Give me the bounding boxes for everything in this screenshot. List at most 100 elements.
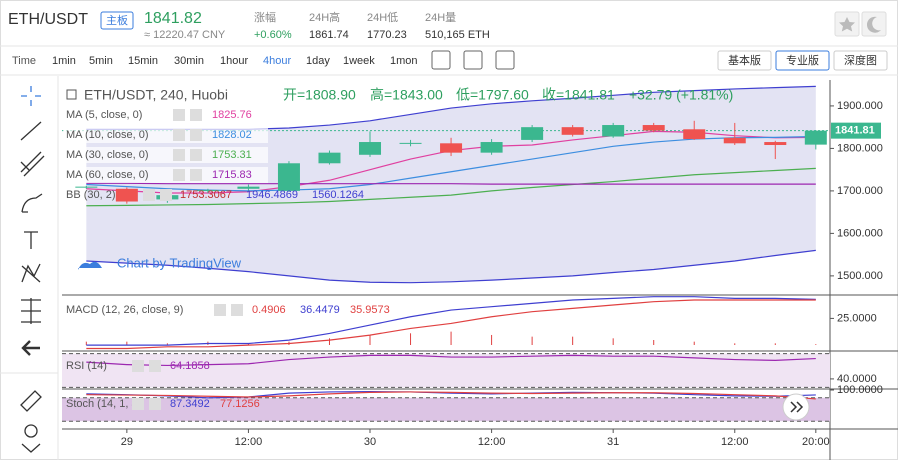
interval[interactable]: 1week bbox=[343, 55, 375, 67]
close-icon[interactable] bbox=[190, 169, 202, 181]
text-tool[interactable] bbox=[24, 231, 38, 249]
candle-body bbox=[602, 125, 625, 137]
indicator-pane bbox=[62, 390, 830, 422]
stat-label: 24H量 bbox=[425, 11, 456, 24]
interval[interactable]: 30min bbox=[174, 55, 204, 67]
collapse-tool[interactable] bbox=[21, 443, 41, 453]
view-button[interactable] bbox=[833, 50, 888, 71]
settings-icon[interactable] bbox=[173, 109, 185, 121]
ma-value: 1825.76 bbox=[212, 109, 252, 121]
ohlc-stat: +32.79 (+1.81%) bbox=[629, 87, 733, 103]
scroll-icon bbox=[790, 401, 804, 413]
ma-value: 1715.83 bbox=[212, 169, 252, 181]
chart-title: ETH/USDT, 240, Huobi bbox=[84, 87, 228, 103]
interval: Time bbox=[12, 55, 36, 67]
stat-value: 1861.74 bbox=[309, 29, 349, 41]
settings-icon[interactable] bbox=[143, 189, 155, 201]
indicator-line bbox=[86, 299, 816, 350]
zoom-tool[interactable] bbox=[24, 424, 38, 438]
interval[interactable]: 1mon bbox=[390, 55, 418, 67]
moon-icon bbox=[866, 16, 881, 33]
toolbar-icon[interactable] bbox=[463, 50, 483, 70]
indicator-value: 36.4479 bbox=[300, 304, 340, 316]
legend-toggle[interactable] bbox=[66, 89, 77, 100]
fib-tool[interactable] bbox=[20, 151, 45, 177]
candle-body bbox=[642, 125, 665, 131]
legend-bg bbox=[63, 167, 268, 183]
close-icon[interactable] bbox=[149, 398, 161, 410]
close-icon[interactable] bbox=[190, 149, 202, 161]
watermark[interactable]: Chart by TradingView bbox=[117, 255, 242, 270]
stat-value: 1770.23 bbox=[367, 29, 407, 41]
settings-icon[interactable] bbox=[214, 304, 226, 316]
level-fill bbox=[62, 353, 830, 388]
settings-icon[interactable] bbox=[173, 149, 185, 161]
toolbar-icon[interactable] bbox=[431, 50, 451, 70]
indicator-name: MACD (12, 26, close, 9) bbox=[66, 304, 183, 316]
candle-body bbox=[764, 142, 787, 146]
y-tick-label: 1700.000 bbox=[837, 185, 883, 197]
ruler-tool[interactable] bbox=[20, 390, 42, 412]
x-tick-label: 31 bbox=[607, 436, 619, 448]
interval[interactable]: 15min bbox=[128, 55, 158, 67]
x-tick-label: 29 bbox=[121, 436, 133, 448]
toolbar-icon[interactable] bbox=[495, 50, 515, 70]
indicator-pane bbox=[85, 296, 817, 350]
measure-tool[interactable] bbox=[21, 298, 41, 324]
back-tool[interactable] bbox=[21, 340, 40, 356]
line-tool[interactable] bbox=[20, 121, 42, 141]
interval[interactable]: 1day bbox=[306, 55, 330, 67]
candle-body bbox=[440, 143, 463, 153]
close-icon[interactable] bbox=[231, 304, 243, 316]
candle-body bbox=[196, 190, 219, 192]
indicator-line bbox=[86, 296, 816, 346]
x-tick-label: 12:00 bbox=[235, 436, 263, 448]
view-button[interactable] bbox=[775, 50, 830, 71]
pattern-tool[interactable] bbox=[21, 263, 41, 283]
settings-icon[interactable] bbox=[132, 360, 144, 372]
candle-body bbox=[521, 127, 544, 140]
ma-name: MA (30, close, 0) bbox=[66, 149, 149, 161]
interval[interactable]: 1min bbox=[52, 55, 76, 67]
indicator-value: 35.9573 bbox=[350, 304, 390, 316]
ohlc-stat: 低=1797.60 bbox=[456, 87, 529, 103]
candle-body bbox=[359, 142, 382, 155]
stat-label: 24H高 bbox=[309, 10, 340, 24]
pair: ETH/USDT bbox=[8, 11, 88, 28]
indicator-value: 77.1256 bbox=[220, 398, 260, 410]
y-tick-label: 1500.000 bbox=[837, 270, 883, 282]
settings-icon[interactable] bbox=[173, 169, 185, 181]
brush-tool[interactable] bbox=[21, 193, 43, 213]
close-icon[interactable] bbox=[190, 109, 202, 121]
x-tick-label: 30 bbox=[364, 436, 376, 448]
close-icon[interactable] bbox=[149, 360, 161, 372]
ohlc-stat: 开=1808.90 bbox=[283, 87, 356, 103]
ohlc-stat: 收=1841.81 bbox=[542, 87, 615, 103]
interval[interactable]: 5min bbox=[89, 55, 113, 67]
indicator-name: RSI (14) bbox=[66, 360, 107, 372]
close-icon[interactable] bbox=[160, 189, 172, 201]
candle-body bbox=[75, 186, 98, 188]
y-tick-label: 40.0000 bbox=[837, 373, 877, 385]
indicator-value: 87.3492 bbox=[170, 398, 210, 410]
ma-name: MA (60, close, 0) bbox=[66, 169, 149, 181]
close-icon[interactable] bbox=[190, 129, 202, 141]
crosshair-tool[interactable] bbox=[21, 86, 41, 106]
badge-box bbox=[100, 11, 134, 30]
main-pane bbox=[62, 85, 830, 284]
legend-bg bbox=[63, 107, 268, 123]
settings-icon[interactable] bbox=[173, 129, 185, 141]
view-button[interactable] bbox=[717, 50, 772, 71]
indicator-name: Stoch (14, 1, 3) bbox=[66, 398, 141, 410]
candle-body bbox=[723, 137, 746, 144]
interval[interactable]: 4hour bbox=[263, 55, 291, 67]
settings-icon[interactable] bbox=[132, 398, 144, 410]
legend: ETH/USDT, 240, Huobi 开=1808.90 高=1843.00 低=… bbox=[63, 87, 733, 270]
x-tick-label: 12:00 bbox=[721, 436, 749, 448]
stat-value: +0.60% bbox=[254, 29, 292, 41]
theme-button[interactable] bbox=[861, 11, 887, 37]
y-tick-label: 100.0000 bbox=[837, 384, 883, 396]
interval[interactable]: 1hour bbox=[220, 55, 248, 67]
y-tick-label: 25.0000 bbox=[837, 312, 877, 324]
